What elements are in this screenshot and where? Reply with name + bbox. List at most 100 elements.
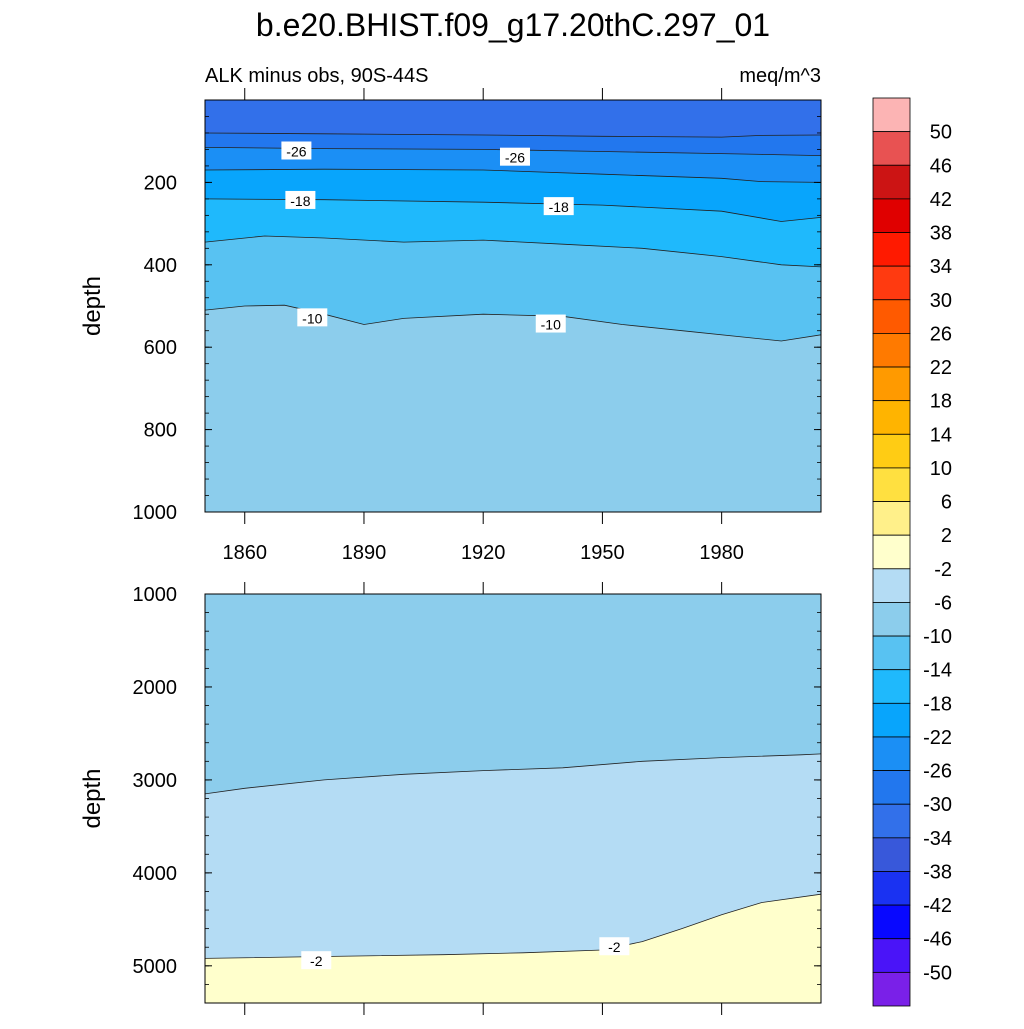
colorbar-swatch xyxy=(872,164,911,200)
colorbar-label: -22 xyxy=(923,727,952,749)
colorbar-label: 6 xyxy=(941,492,952,514)
contour-line xyxy=(205,304,821,342)
colorbar-label: 50 xyxy=(930,122,952,144)
colorbar-swatch xyxy=(872,568,911,603)
colorbar-label: -30 xyxy=(923,794,952,816)
colorbar-label: -10 xyxy=(923,626,952,648)
y-tick-label: 800 xyxy=(144,420,177,442)
colorbar-label: 42 xyxy=(930,189,952,211)
colorbar-swatch xyxy=(872,770,911,805)
colorbar-swatch xyxy=(872,971,911,1007)
contour-label: -26 xyxy=(499,147,530,166)
colorbar-swatch xyxy=(872,837,911,872)
contour-line xyxy=(205,753,821,795)
colorbar-label: 22 xyxy=(930,357,952,379)
colorbar-label: 26 xyxy=(930,323,952,345)
colorbar-label: -6 xyxy=(934,592,952,614)
x-tick-label: 1860 xyxy=(222,542,267,564)
colorbar-swatch xyxy=(872,400,911,435)
y-tick-label: 1000 xyxy=(133,502,178,524)
y-axis-label: depth xyxy=(79,768,106,828)
colorbar-label: 18 xyxy=(930,391,952,413)
colorbar-swatch xyxy=(872,736,911,771)
colorbar-swatch xyxy=(872,534,911,570)
colorbar: 50 46 42 38 34 30 26 22 18 14 10 6 2 -2 -6 -10 -14 -18 -22… xyxy=(872,97,952,1007)
colorbar-swatch xyxy=(872,803,911,839)
colorbar-swatch xyxy=(872,198,911,233)
colorbar-swatch xyxy=(872,366,911,402)
contour-label: -10 xyxy=(535,314,566,333)
contour-label: -18 xyxy=(543,197,574,216)
colorbar-swatch xyxy=(872,702,911,738)
colorbar-swatch xyxy=(872,501,911,536)
y-tick-label: 5000 xyxy=(133,956,178,978)
colorbar-label: -46 xyxy=(923,929,952,951)
colorbar-label: -34 xyxy=(923,828,952,850)
plot-frame xyxy=(204,99,822,513)
contour-label-text: -26 xyxy=(505,150,525,166)
x-tick-label: 1950 xyxy=(580,542,625,564)
contour-line xyxy=(205,147,821,156)
x-tick-label: 1920 xyxy=(461,542,506,564)
colorbar-label: 30 xyxy=(930,290,952,312)
colorbar-swatch xyxy=(872,265,911,301)
contour-label-text: -10 xyxy=(541,317,561,333)
contour-label-text: -18 xyxy=(549,199,569,215)
subtitle-left: ALK minus obs, 90S-44S xyxy=(205,65,428,87)
colorbar-swatch xyxy=(872,635,911,671)
y-tick-label: 3000 xyxy=(133,770,178,792)
colorbar-swatch xyxy=(872,232,911,267)
y-tick-label: 4000 xyxy=(133,863,178,885)
colorbar-swatch xyxy=(872,938,911,973)
colorbar-label: 10 xyxy=(930,458,952,480)
contour-line xyxy=(205,198,821,222)
figure-title: b.e20.BHIST.f09_g17.20thC.297_01 xyxy=(256,7,770,43)
contour-label-text: -2 xyxy=(310,953,323,969)
colorbar-label: -50 xyxy=(923,962,952,984)
colorbar-label: -26 xyxy=(923,761,952,783)
contour-line xyxy=(205,132,821,138)
colorbar-label: 46 xyxy=(930,155,952,177)
colorbar-swatch xyxy=(872,299,911,334)
units-label: meq/m^3 xyxy=(739,65,821,87)
colorbar-label: 2 xyxy=(941,525,952,547)
colorbar-swatch xyxy=(872,433,911,469)
x-tick-label: 1890 xyxy=(342,542,387,564)
colorbar-swatch xyxy=(872,333,911,368)
contour-label: -2 xyxy=(599,937,630,956)
contour-label-text: -10 xyxy=(302,310,322,326)
colorbar-label: -42 xyxy=(923,895,952,917)
contour-line xyxy=(205,168,821,183)
colorbar-label: 14 xyxy=(930,424,952,446)
colorbar-label: 38 xyxy=(930,223,952,245)
contour-label-text: -26 xyxy=(286,144,306,160)
y-tick-label: 400 xyxy=(144,255,177,277)
colorbar-swatch xyxy=(872,904,911,940)
upper-panel: 200 400 600 800 1000 depth 1860 1890 1920 1950 198… xyxy=(79,88,822,564)
contour-label: -18 xyxy=(285,190,316,209)
contour-label: -26 xyxy=(281,141,312,160)
colorbar-swatch xyxy=(872,467,911,502)
colorbar-swatch xyxy=(872,602,911,637)
colorbar-label: 34 xyxy=(930,256,952,278)
y-tick-label: 2000 xyxy=(133,677,178,699)
y-tick-label: 1000 xyxy=(133,584,178,606)
y-tick-label: 600 xyxy=(144,337,177,359)
contour-band xyxy=(205,100,821,138)
colorbar-label: -14 xyxy=(923,660,952,682)
colorbar-swatch xyxy=(872,669,911,704)
colorbar-label: -2 xyxy=(934,559,952,581)
contour-label: -2 xyxy=(301,951,332,970)
contour-line xyxy=(205,235,821,268)
colorbar-swatch xyxy=(872,871,911,906)
colorbar-swatch xyxy=(872,97,911,133)
colorbar-swatch xyxy=(872,131,911,166)
lower-panel: 1000 2000 3000 4000 5000 depth -2 -2 xyxy=(79,582,822,1015)
colorbar-label: -38 xyxy=(923,861,952,883)
contour-label-text: -2 xyxy=(608,939,621,955)
colorbar-label: -18 xyxy=(923,693,952,715)
y-tick-label: 200 xyxy=(144,172,177,194)
contour-band xyxy=(205,594,821,794)
y-axis-label: depth xyxy=(79,276,106,336)
